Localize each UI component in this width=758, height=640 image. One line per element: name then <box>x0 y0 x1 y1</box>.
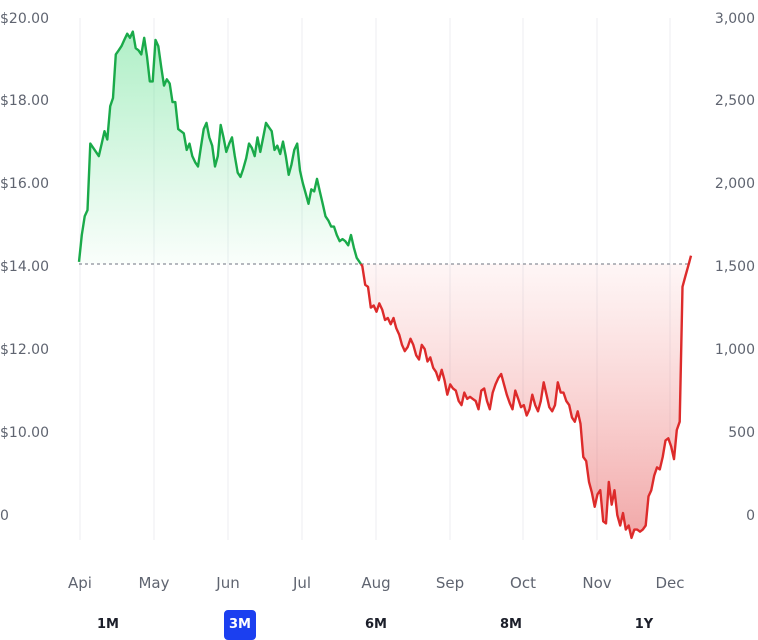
range-6m-button[interactable]: 6M <box>365 617 387 632</box>
range-1y-button[interactable]: 1Y <box>634 617 654 632</box>
y-right-tick: 1,000 <box>715 342 755 358</box>
x-tick: Sep <box>436 574 464 592</box>
range-8m-button[interactable]: 8M <box>500 617 522 632</box>
y-left-tick: $12.00 <box>0 342 49 358</box>
series-line-down <box>359 255 693 540</box>
area-above-baseline <box>79 31 361 264</box>
y-left-tick: 0 <box>0 508 9 524</box>
y-right-tick: 500 <box>728 425 755 441</box>
y-left-tick: $18.00 <box>0 93 49 109</box>
x-tick: May <box>138 574 169 592</box>
range-3m-button[interactable]: 3M <box>224 610 256 640</box>
y-right-tick: 1,500 <box>715 259 755 275</box>
y-right-tick: 3,000 <box>715 11 755 27</box>
y-left-tick: $10.00 <box>0 425 49 441</box>
price-lines <box>77 30 693 540</box>
y-axis-left: $20.00 $18.00 $16.00 $14.00 $12.00 $10.00 0 <box>0 11 49 524</box>
price-chart: $20.00 $18.00 $16.00 $14.00 $12.00 $10.00 0 3,… <box>0 11 755 592</box>
x-tick: Aug <box>361 574 390 592</box>
area-below-baseline <box>360 255 691 538</box>
x-tick: Oct <box>510 574 536 592</box>
y-axis-right: 3,000 2,500 2,000 1,500 1,000 500 0 <box>715 11 755 524</box>
time-range-selector: 1M 3M 6M 8M 1Y <box>0 610 758 640</box>
x-axis: Api May Jun Jul Aug Sep Oct Nov Dec <box>68 574 684 592</box>
y-right-tick: 2,500 <box>715 93 755 109</box>
x-tick: Api <box>68 574 92 592</box>
x-tick: Jun <box>215 574 239 592</box>
y-right-tick: 0 <box>746 508 755 524</box>
y-right-tick: 2,000 <box>715 176 755 192</box>
x-tick: Dec <box>655 574 684 592</box>
y-left-tick: $20.00 <box>0 11 49 27</box>
y-left-tick: $16.00 <box>0 176 49 192</box>
x-tick: Jul <box>292 574 311 592</box>
x-tick: Nov <box>582 574 611 592</box>
area-fills <box>79 31 691 538</box>
series-line-up <box>77 30 362 265</box>
y-left-tick: $14.00 <box>0 259 49 275</box>
range-1m-button[interactable]: 1M <box>97 617 119 632</box>
